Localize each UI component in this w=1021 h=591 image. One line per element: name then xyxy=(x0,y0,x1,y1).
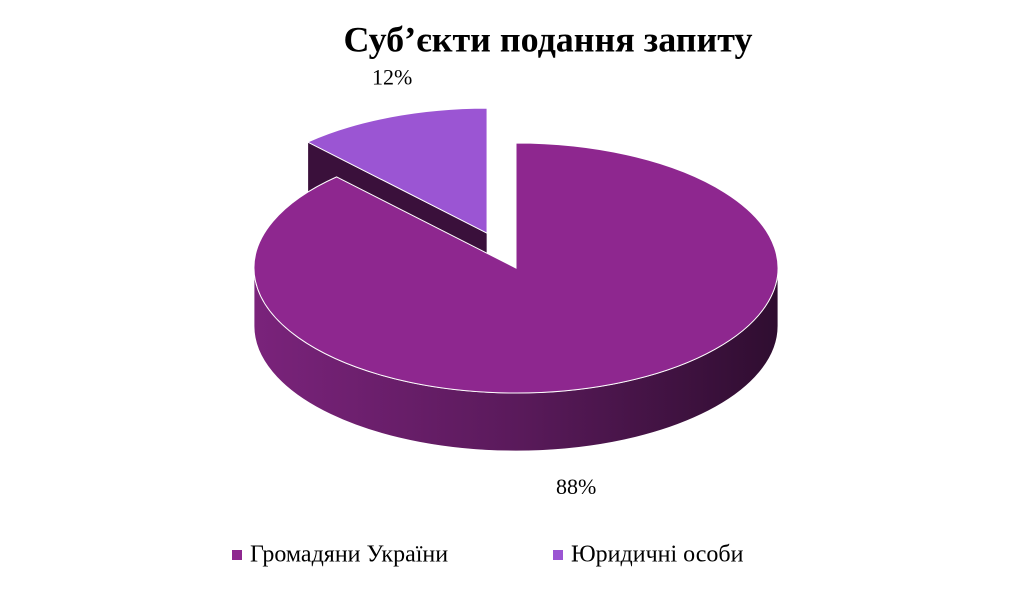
legend-label: Громадяни України xyxy=(250,542,448,568)
legend-swatch xyxy=(232,550,242,560)
legend-label: Юридичні особи xyxy=(571,542,744,568)
legend-swatch xyxy=(553,550,563,560)
chart-title: Суб’єкти подання запиту xyxy=(344,19,753,59)
slice xyxy=(253,142,779,394)
data-label: 88% xyxy=(556,474,596,499)
slice xyxy=(306,107,488,234)
data-label: 12% xyxy=(372,65,412,90)
